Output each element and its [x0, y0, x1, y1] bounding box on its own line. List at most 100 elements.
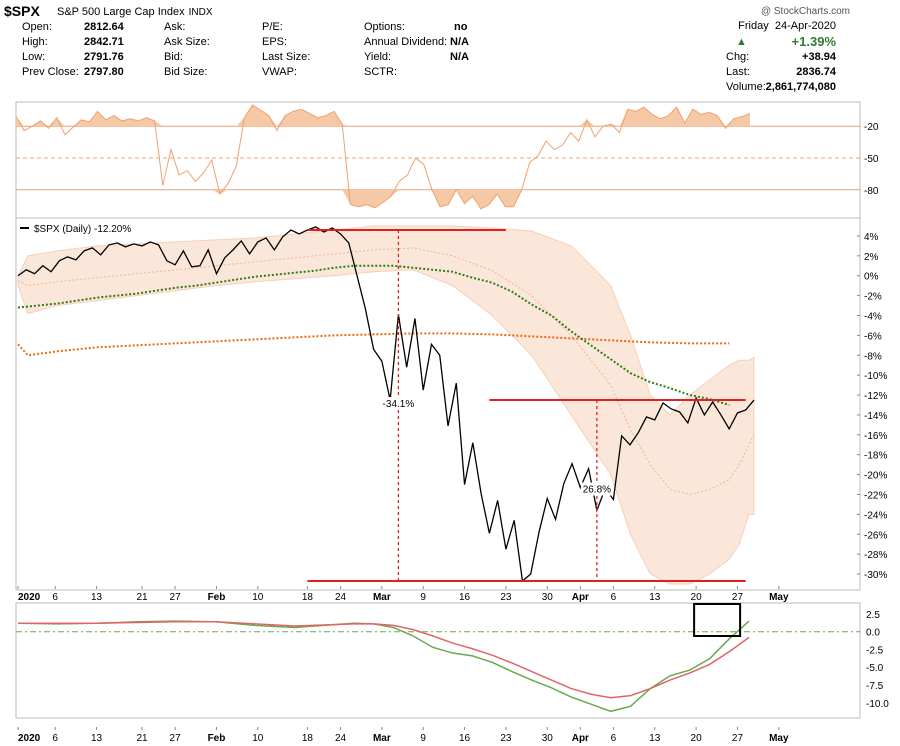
lower-x-tick-label: Apr	[572, 733, 589, 744]
lower-x-tick-label: 2020	[18, 733, 41, 744]
quote-label-volume: Volume:	[726, 81, 766, 93]
quote-value-last: 2836.74	[796, 66, 836, 78]
upper-tick-label: -80	[864, 186, 879, 197]
ma200-line	[17, 332, 730, 357]
price-y-tick-label: -26%	[864, 530, 887, 541]
price-x-tick-label: 13	[649, 592, 661, 603]
quote-label-bid-size: Bid Size:	[164, 66, 208, 78]
price-y-tick-label: -18%	[864, 451, 887, 462]
quote-label-vwap: VWAP:	[262, 66, 298, 78]
annotation-bg	[580, 482, 613, 496]
price-x-tick-label: 6	[611, 592, 617, 603]
quote-label-bid: Bid:	[164, 51, 183, 63]
price-x-tick-label: Mar	[373, 592, 391, 603]
lower-x-tick-label: 23	[500, 733, 512, 744]
upper-indicator-line	[15, 104, 751, 210]
lower-y-tick-label: -2.5	[866, 645, 884, 656]
price-x-tick-label: 16	[459, 592, 471, 603]
credit-label: @ StockCharts.com	[760, 6, 850, 17]
price-y-tick-label: -14%	[864, 411, 887, 422]
price-y-tick-label: -22%	[864, 491, 887, 502]
quote-label-options: Options:	[364, 21, 405, 33]
price-x-tick-label: May	[769, 592, 789, 603]
quote-label-pe: P/E:	[262, 21, 283, 33]
lower-x-tick-label: 13	[91, 733, 103, 744]
price-x-tick-label: 18	[302, 592, 314, 603]
price-x-tick-label: 23	[500, 592, 512, 603]
price-y-tick-label: -30%	[864, 570, 887, 581]
price-x-tick-label: 27	[170, 592, 182, 603]
lower-y-tick-label: 2.5	[866, 610, 880, 621]
price-y-tick-label: -8%	[864, 351, 882, 362]
quote-label-yield: Yield:	[364, 51, 392, 63]
price-x-tick-label: 9	[420, 592, 426, 603]
price-x-tick-label: 30	[542, 592, 554, 603]
quote-value-annual-dividend: N/A	[450, 36, 469, 48]
price-y-tick-label: -2%	[864, 292, 882, 303]
price-x-tick-label: 13	[91, 592, 103, 603]
price-panel-frame	[15, 217, 861, 591]
quote-value-low: 2791.76	[84, 51, 124, 63]
upper-area-fill-top	[16, 105, 750, 127]
price-y-tick-label: -16%	[864, 431, 887, 442]
lower-y-tick-label: -10.0	[866, 699, 889, 710]
lower-x-tick-label: 24	[335, 733, 347, 744]
quote-label-last: Last:	[726, 66, 750, 78]
lower-x-tick-label: 16	[459, 733, 471, 744]
price-x-tick-label: 24	[335, 592, 347, 603]
annotation-bg	[380, 396, 417, 410]
price-y-tick-label: -28%	[864, 550, 887, 561]
price-y-tick-label: 0%	[864, 272, 879, 283]
upper-area-fill-bottom	[16, 189, 750, 209]
price-x-tick-label: 2020	[18, 592, 41, 603]
quote-label-ask-size: Ask Size:	[164, 36, 210, 48]
quote-label-prev-close: Prev Close:	[22, 66, 79, 78]
pct-change: +1.39%	[791, 34, 836, 49]
lower-x-tick-label: 30	[542, 733, 554, 744]
price-x-tick-label: 10	[252, 592, 264, 603]
price-legend-label: $SPX (Daily) -12.20%	[34, 224, 131, 235]
lower-x-tick-label: 13	[649, 733, 661, 744]
quote-label-low: Low:	[22, 51, 46, 63]
bollinger-mid	[17, 247, 755, 496]
lower-x-tick-label: 20	[691, 733, 703, 744]
lower-x-tick-label: 10	[252, 733, 264, 744]
price-y-tick-label: -24%	[864, 510, 887, 521]
decline-annotation: -34.1%	[383, 399, 415, 410]
lower-x-tick-label: 27	[732, 733, 744, 744]
quote-label-open: Open:	[22, 21, 52, 33]
price-y-tick-label: -4%	[864, 312, 882, 323]
price-x-tick-label: Apr	[572, 592, 589, 603]
up-triangle-icon: ▲	[736, 36, 747, 48]
date-value: 24-Apr-2020	[774, 20, 836, 32]
price-y-tick-label: -20%	[864, 471, 887, 482]
lower-line2	[18, 621, 750, 699]
price-x-tick-label: Feb	[208, 592, 226, 603]
quote-value-yield: N/A	[450, 51, 469, 63]
price-y-tick-label: 2%	[864, 252, 879, 263]
lower-x-tick-label: May	[769, 733, 789, 744]
bollinger-band	[17, 225, 755, 585]
lower-x-tick-label: Feb	[208, 733, 226, 744]
ma50-line	[17, 264, 730, 406]
price-y-tick-label: 4%	[864, 232, 879, 243]
quote-label-ask: Ask:	[164, 21, 186, 33]
quote-label-last-size: Last Size:	[262, 51, 311, 63]
price-y-tick-label: -10%	[864, 371, 887, 382]
lower-y-tick-label: 0.0	[866, 628, 880, 639]
lower-y-tick-label: -7.5	[866, 681, 884, 692]
price-x-tick-label: 27	[732, 592, 744, 603]
index-name: S&P 500 Large Cap Index	[57, 6, 185, 18]
lower-y-tick-label: -5.0	[866, 663, 884, 674]
lower-x-tick-label: 6	[52, 733, 58, 744]
price-y-tick-label: -6%	[864, 331, 882, 342]
price-y-tick-label: -12%	[864, 391, 887, 402]
quote-value-open: 2812.64	[84, 21, 124, 33]
close-price-line	[17, 226, 755, 583]
date-row: Friday 24-Apr-2020	[738, 20, 836, 32]
lower-x-tick-label: 27	[170, 733, 182, 744]
price-x-tick-label: 21	[136, 592, 148, 603]
lower-x-tick-label: Mar	[373, 733, 391, 744]
quote-value-high: 2842.71	[84, 36, 124, 48]
